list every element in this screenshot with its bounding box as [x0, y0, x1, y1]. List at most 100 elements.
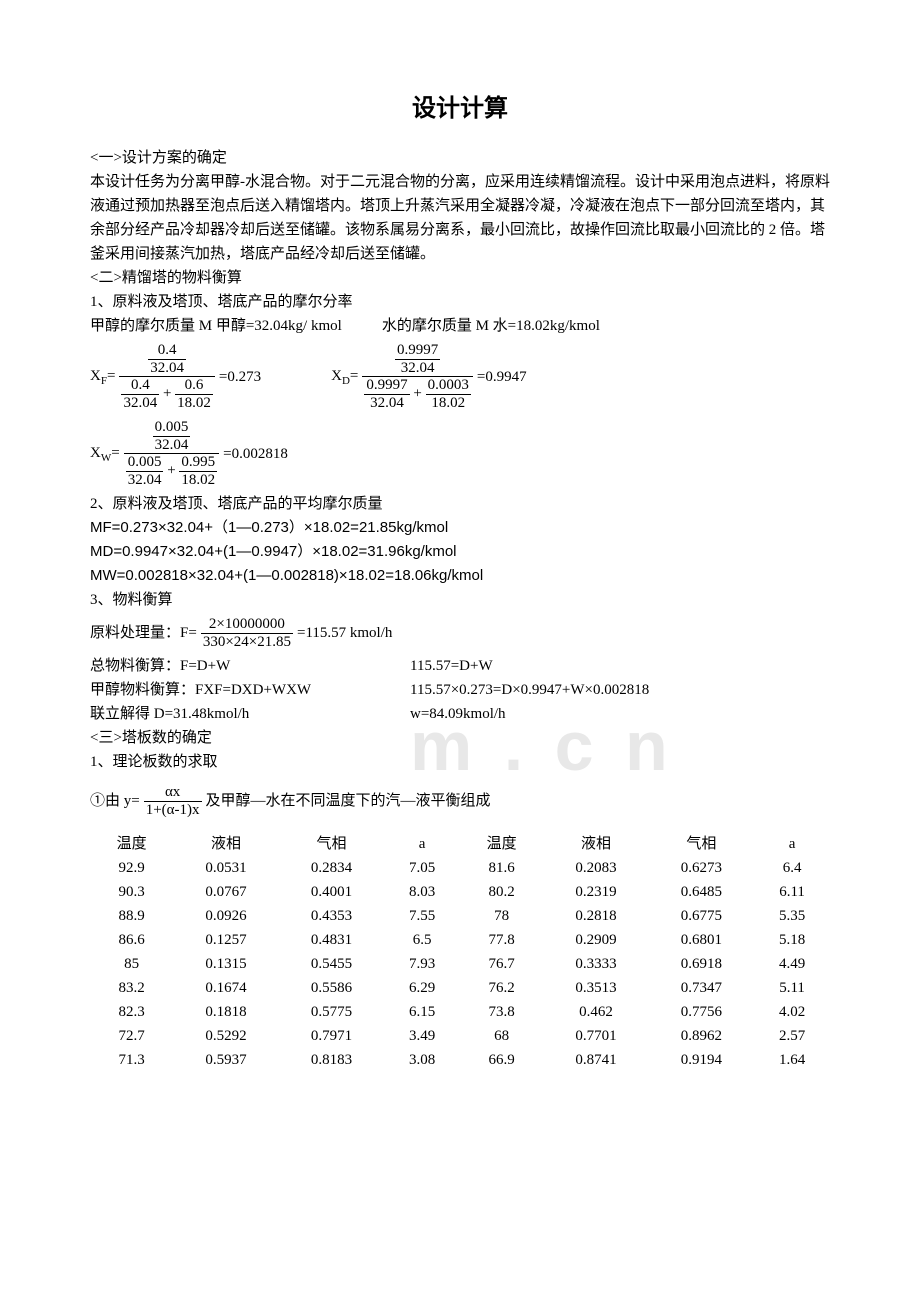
table-cell: 85: [90, 952, 173, 976]
table-cell: 0.5292: [173, 1024, 278, 1048]
table-cell: 1.64: [754, 1048, 830, 1072]
table-cell: 0.3333: [543, 952, 648, 976]
table-cell: 4.02: [754, 1000, 830, 1024]
table-cell: 71.3: [90, 1048, 173, 1072]
section3-sub1: 1、理论板数的求取: [90, 750, 830, 774]
methanol-balance-right: 115.57×0.273=D×0.9947+W×0.002818: [410, 678, 649, 702]
section2-sub3: 3、物料衡算: [90, 588, 830, 612]
table-header-cell: 温度: [460, 832, 543, 856]
table-cell: 5.11: [754, 976, 830, 1000]
solution-w: w=84.09kmol/h: [410, 702, 506, 726]
table-cell: 0.1257: [173, 928, 278, 952]
table-cell: 0.7971: [279, 1024, 384, 1048]
table-cell: 5.18: [754, 928, 830, 952]
table-cell: 0.0767: [173, 880, 278, 904]
solution-d: 联立解得 D=31.48kmol/h: [90, 702, 370, 726]
section2-heading: <二>精馏塔的物料衡算: [90, 266, 830, 290]
table-cell: 0.4353: [279, 904, 384, 928]
table-cell: 7.05: [384, 856, 460, 880]
table-cell: 0.1818: [173, 1000, 278, 1024]
table-cell: 0.0926: [173, 904, 278, 928]
table-header-cell: a: [754, 832, 830, 856]
avg-molar-mass-d: MD=0.9947×32.04+(1—0.9947）×18.02=31.96kg…: [90, 540, 830, 564]
table-cell: 0.1674: [173, 976, 278, 1000]
table-cell: 78: [460, 904, 543, 928]
xw-equation: XW= 0.00532.04 0.00532.04 + 0.99518.02 =…: [90, 419, 830, 488]
section2-sub1: 1、原料液及塔顶、塔底产品的摩尔分率: [90, 290, 830, 314]
table-cell: 0.462: [543, 1000, 648, 1024]
table-cell: 86.6: [90, 928, 173, 952]
table-header-cell: 液相: [173, 832, 278, 856]
table-cell: 0.2818: [543, 904, 648, 928]
total-balance-right: 115.57=D+W: [410, 654, 493, 678]
table-cell: 0.8741: [543, 1048, 648, 1072]
table-cell: 0.5937: [173, 1048, 278, 1072]
table-cell: 73.8: [460, 1000, 543, 1024]
table-header-cell: 温度: [90, 832, 173, 856]
table-cell: 4.49: [754, 952, 830, 976]
xf-equation: XF= 0.432.04 0.432.04 + 0.618.02 =0.273: [90, 342, 261, 411]
table-cell: 76.2: [460, 976, 543, 1000]
table-cell: 0.6775: [649, 904, 754, 928]
table-cell: 81.6: [460, 856, 543, 880]
table-cell: 2.57: [754, 1024, 830, 1048]
table-cell: 0.0531: [173, 856, 278, 880]
table-cell: 3.49: [384, 1024, 460, 1048]
methanol-balance-left: 甲醇物料衡算：FXF=DXD+WXW: [90, 678, 370, 702]
total-balance-left: 总物料衡算：F=D+W: [90, 654, 370, 678]
table-header-cell: 气相: [279, 832, 384, 856]
table-cell: 0.1315: [173, 952, 278, 976]
feed-rate-equation: 原料处理量：F= 2×10000000 330×24×21.85 =115.57…: [90, 616, 830, 650]
table-cell: 6.11: [754, 880, 830, 904]
table-cell: 0.5455: [279, 952, 384, 976]
table-cell: 0.7347: [649, 976, 754, 1000]
table-row: 92.90.05310.28347.0581.60.20830.62736.4: [90, 856, 830, 880]
table-cell: 3.08: [384, 1048, 460, 1072]
table-cell: 83.2: [90, 976, 173, 1000]
table-cell: 82.3: [90, 1000, 173, 1024]
table-header-row: 温度液相气相a温度液相气相a: [90, 832, 830, 856]
table-cell: 68: [460, 1024, 543, 1048]
table-header-cell: 气相: [649, 832, 754, 856]
table-row: 90.30.07670.40018.0380.20.23190.64856.11: [90, 880, 830, 904]
section3-heading: <三>塔板数的确定: [90, 726, 830, 750]
table-cell: 88.9: [90, 904, 173, 928]
vle-table: 温度液相气相a温度液相气相a 92.90.05310.28347.0581.60…: [90, 832, 830, 1072]
avg-molar-mass-f: MF=0.273×32.04+（1—0.273）×18.02=21.85kg/k…: [90, 516, 830, 540]
table-cell: 6.4: [754, 856, 830, 880]
table-cell: 77.8: [460, 928, 543, 952]
table-row: 71.30.59370.81833.0866.90.87410.91941.64: [90, 1048, 830, 1072]
molar-mass-methanol: 甲醇的摩尔质量 M 甲醇=32.04kg/ kmol: [90, 314, 342, 338]
table-cell: 0.2083: [543, 856, 648, 880]
table-cell: 0.6273: [649, 856, 754, 880]
table-row: 83.20.16740.55866.2976.20.35130.73475.11: [90, 976, 830, 1000]
table-cell: 6.15: [384, 1000, 460, 1024]
table-cell: 8.03: [384, 880, 460, 904]
table-header-cell: a: [384, 832, 460, 856]
table-cell: 0.6485: [649, 880, 754, 904]
table-cell: 0.2834: [279, 856, 384, 880]
table-cell: 7.55: [384, 904, 460, 928]
page-title: 设计计算: [90, 90, 830, 128]
table-cell: 0.5586: [279, 976, 384, 1000]
table-cell: 90.3: [90, 880, 173, 904]
table-cell: 66.9: [460, 1048, 543, 1072]
table-header-cell: 液相: [543, 832, 648, 856]
table-cell: 0.3513: [543, 976, 648, 1000]
table-row: 72.70.52920.79713.49680.77010.89622.57: [90, 1024, 830, 1048]
table-cell: 0.2319: [543, 880, 648, 904]
table-cell: 0.7756: [649, 1000, 754, 1024]
section1-heading: <一>设计方案的确定: [90, 146, 830, 170]
table-cell: 92.9: [90, 856, 173, 880]
xd-equation: XD= 0.999732.04 0.999732.04 + 0.000318.0…: [331, 342, 526, 411]
alpha-equation: ①由 y= αx 1+(α-1)x 及甲醇—水在不同温度下的汽—液平衡组成: [90, 784, 830, 818]
table-cell: 0.4831: [279, 928, 384, 952]
table-cell: 0.8183: [279, 1048, 384, 1072]
table-cell: 0.8962: [649, 1024, 754, 1048]
table-cell: 6.29: [384, 976, 460, 1000]
table-cell: 0.2909: [543, 928, 648, 952]
table-cell: 0.4001: [279, 880, 384, 904]
table-cell: 0.7701: [543, 1024, 648, 1048]
table-row: 88.90.09260.43537.55780.28180.67755.35: [90, 904, 830, 928]
table-row: 850.13150.54557.9376.70.33330.69184.49: [90, 952, 830, 976]
